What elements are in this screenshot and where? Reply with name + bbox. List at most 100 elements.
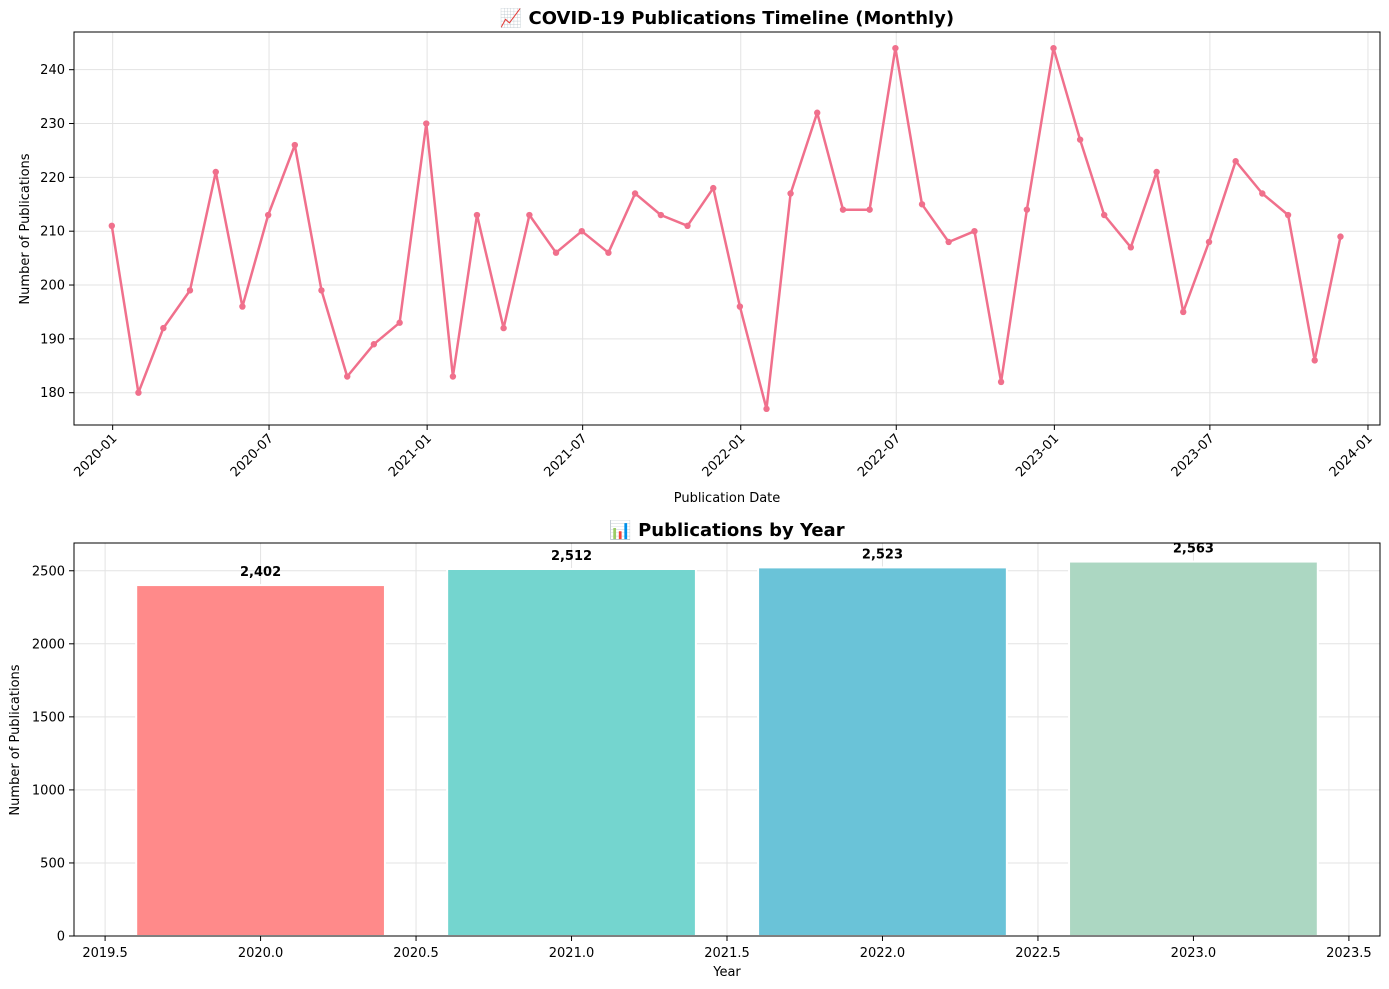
timeline-title: 📈 COVID-19 Publications Timeline (Monthl…: [500, 7, 954, 29]
timeline-y-tick-label: 180: [40, 386, 65, 401]
yearly-y-tick-label: 1500: [32, 710, 65, 725]
timeline-x-tick-label: 2020-01: [71, 431, 120, 480]
timeline-data-point: [1180, 308, 1187, 316]
yearly-x-axis-label: Year: [712, 965, 741, 980]
yearly-x-tick-label: 2023.0: [1171, 946, 1217, 961]
timeline-data-point: [423, 120, 430, 127]
timeline-x-tick-label: 2023-07: [1169, 431, 1218, 480]
timeline-data-point: [1259, 190, 1266, 197]
timeline-y-tick-label: 210: [40, 225, 65, 240]
timeline-y-tick-label: 200: [40, 279, 65, 294]
bar-value-label-2022: 2,523: [862, 547, 903, 562]
timeline-series-line: [110, 46, 1342, 411]
yearly-x-tick-label: 2021.0: [549, 946, 595, 961]
yearly-data-labels: 2,402 2,512 2,523 2,563: [240, 542, 1214, 581]
yearly-y-tick-label: 0: [57, 930, 65, 945]
bar-2021: [446, 568, 697, 937]
timeline-data-point: [918, 201, 926, 208]
timeline-series: [108, 44, 1344, 413]
timeline-data-point: [814, 109, 821, 116]
timeline-data-point: [578, 227, 585, 235]
timeline-data-point: [945, 238, 952, 246]
yearly-x-tick-label: 2020.5: [393, 946, 439, 961]
timeline-x-tick-label: 2023-01: [1013, 431, 1062, 480]
timeline-data-point: [605, 249, 612, 256]
timeline-x-tick-label: 2021-01: [386, 431, 435, 480]
bar-2022: [757, 566, 1008, 937]
timeline-data-point: [135, 389, 142, 396]
timeline-data-point: [552, 249, 560, 256]
bar-value-label-2021: 2,512: [551, 549, 592, 564]
timeline-data-point: [1232, 158, 1239, 165]
yearly-bar-chart: 0 500 1000 1500 2000 2500 2019.5 2020.0 2020.5 20…: [8, 519, 1381, 980]
timeline-data-point: [318, 287, 325, 294]
yearly-plot-frame: [73, 542, 1381, 937]
timeline-x-axis-label: Publication Date: [674, 491, 781, 506]
timeline-data-point: [997, 378, 1005, 386]
timeline-data-point: [1127, 244, 1135, 251]
yearly-bars: [135, 560, 1319, 938]
yearly-x-tick-label: 2021.5: [704, 946, 750, 961]
yearly-x-tick-label: 2023.5: [1326, 946, 1372, 961]
yearly-y-tick-label: 1000: [32, 783, 65, 798]
timeline-data-point: [1076, 136, 1084, 143]
timeline-chart: 2020-01 2020-07 2021-01 2021-07 2022-01 2022-…: [18, 7, 1381, 506]
bar-2020: [135, 584, 386, 938]
timeline-data-point: [239, 303, 246, 310]
timeline-y-tick-label: 240: [40, 63, 65, 78]
timeline-data-point: [1153, 168, 1160, 176]
yearly-ticks: 0 500 1000 1500 2000 2500 2019.5 2020.0 2020.5 20…: [32, 564, 1372, 961]
yearly-x-tick-label: 2019.5: [82, 946, 128, 961]
timeline-data-point: [291, 141, 299, 149]
timeline-data-point: [160, 324, 167, 332]
bar-value-label-2023: 2,563: [1173, 542, 1214, 557]
timeline-x-tick-label: 2024-01: [1327, 431, 1376, 480]
timeline-data-point: [787, 190, 794, 197]
yearly-title: 📊 Publications by Year: [609, 519, 844, 541]
timeline-x-tick-label: 2022-07: [855, 431, 904, 480]
timeline-data-point: [370, 341, 378, 348]
yearly-x-tick-label: 2022.0: [860, 946, 906, 961]
timeline-data-point: [736, 303, 744, 310]
timeline-data-point: [526, 211, 533, 219]
yearly-x-tick-label: 2022.5: [1015, 946, 1061, 961]
timeline-data-point: [264, 211, 272, 219]
timeline-data-point: [684, 222, 691, 230]
yearly-y-tick-label: 2000: [32, 637, 65, 652]
timeline-x-tick-label: 2021-07: [541, 431, 590, 480]
timeline-data-point: [1311, 357, 1318, 364]
timeline-data-point: [473, 211, 481, 219]
timeline-data-point: [1050, 44, 1057, 52]
bar-value-label-2020: 2,402: [240, 565, 281, 580]
timeline-data-point: [500, 324, 507, 332]
yearly-y-tick-label: 2500: [32, 564, 65, 579]
timeline-data-point: [108, 222, 116, 230]
bar-2023: [1068, 560, 1319, 937]
timeline-y-tick-label: 220: [40, 171, 65, 186]
timeline-y-tick-label: 230: [40, 117, 65, 132]
timeline-data-point: [763, 405, 770, 413]
timeline-data-point: [892, 44, 899, 52]
timeline-data-point: [212, 168, 219, 176]
yearly-y-axis-label: Number of Publications: [8, 664, 23, 815]
yearly-y-tick-label: 500: [40, 856, 65, 871]
yearly-x-tick-label: 2020.0: [238, 946, 284, 961]
timeline-data-point: [1023, 206, 1031, 213]
timeline-y-tick-label: 190: [40, 332, 65, 347]
timeline-y-axis-label: Number of Publications: [18, 153, 33, 304]
timeline-data-point: [186, 287, 194, 294]
timeline-data-point: [1337, 233, 1344, 240]
timeline-plot-frame: [73, 31, 1381, 426]
timeline-data-point: [1284, 211, 1292, 219]
timeline-grid: [74, 32, 1380, 425]
timeline-data-point: [971, 227, 978, 235]
timeline-data-point: [710, 184, 717, 192]
timeline-x-tick-label: 2020-07: [228, 431, 277, 480]
timeline-data-point: [1100, 211, 1108, 219]
timeline-data-point: [1205, 238, 1213, 246]
timeline-data-point: [344, 373, 351, 380]
timeline-data-point: [631, 190, 639, 197]
timeline-x-tick-label: 2022-01: [700, 431, 749, 480]
timeline-data-point: [839, 206, 847, 213]
